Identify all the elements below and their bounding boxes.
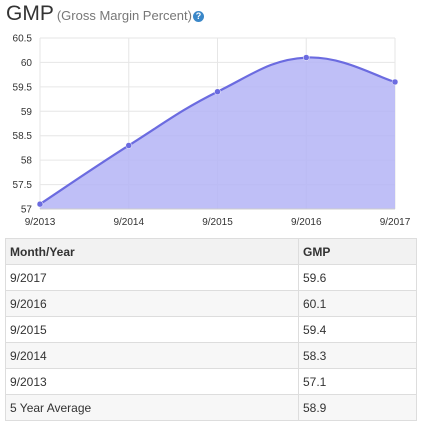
x-tick-label: 9/2016 xyxy=(291,217,322,228)
series-area xyxy=(40,57,395,209)
table-cell-gmp: 58.9 xyxy=(298,394,417,421)
y-tick-label: 60 xyxy=(21,58,33,69)
table-cell-gmp: 59.4 xyxy=(298,316,417,343)
table-cell-period: 9/2014 xyxy=(5,342,299,369)
chart-header: GMP (Gross Margin Percent)? xyxy=(6,2,204,32)
y-tick-label: 59 xyxy=(21,107,33,118)
gmp-table: Month/Year GMP 9/2017 59.6 9/2016 60.1 9… xyxy=(5,238,417,421)
table-row: 9/2015 59.4 xyxy=(5,316,417,343)
data-point xyxy=(214,88,221,95)
data-point xyxy=(303,54,310,61)
table-cell-gmp: 59.6 xyxy=(298,264,417,291)
data-point xyxy=(36,200,44,208)
data-point xyxy=(125,142,132,149)
chart-subtitle: (Gross Margin Percent) xyxy=(56,8,192,23)
x-tick-label: 9/2017 xyxy=(380,217,411,228)
table-header-row: Month/Year GMP xyxy=(5,238,417,265)
gmp-table-container: Month/Year GMP 9/2017 59.6 9/2016 60.1 9… xyxy=(5,238,417,421)
chart-title: GMP xyxy=(6,2,54,25)
table-cell-period: 9/2016 xyxy=(5,290,299,317)
table-cell-period: 9/2015 xyxy=(5,316,299,343)
y-tick-label: 58.5 xyxy=(13,131,33,142)
x-tick-label: 9/2014 xyxy=(113,217,144,228)
table-cell-gmp: 58.3 xyxy=(298,342,417,369)
table-cell-period: 9/2017 xyxy=(5,264,299,291)
column-header-month-year: Month/Year xyxy=(5,238,299,265)
y-tick-label: 60.5 xyxy=(13,34,33,45)
data-point xyxy=(391,78,399,86)
y-tick-label: 57.5 xyxy=(13,180,33,191)
y-tick-label: 57 xyxy=(21,205,33,216)
question-circle-icon[interactable]: ? xyxy=(192,11,204,22)
table-cell-gmp: 60.1 xyxy=(298,290,417,317)
table-row-average: 5 Year Average 58.9 xyxy=(5,394,417,421)
table-cell-period: 9/2013 xyxy=(5,368,299,395)
table-cell-gmp: 57.1 xyxy=(298,368,417,395)
y-tick-label: 59.5 xyxy=(13,82,33,93)
y-tick-label: 58 xyxy=(21,156,33,167)
table-row: 9/2014 58.3 xyxy=(5,342,417,369)
table-row: 9/2016 60.1 xyxy=(5,290,417,317)
x-tick-label: 9/2015 xyxy=(202,217,233,228)
table-row: 9/2013 57.1 xyxy=(5,368,417,395)
table-cell-period: 5 Year Average xyxy=(5,394,299,421)
table-row: 9/2017 59.6 xyxy=(5,264,417,291)
x-tick-label: 9/2013 xyxy=(25,217,56,228)
gmp-area-chart: 57 57.5 58 58.5 59 59.5 60 60.5 9/2013 9/2014 9/20… xyxy=(13,34,411,229)
column-header-gmp: GMP xyxy=(298,238,417,265)
